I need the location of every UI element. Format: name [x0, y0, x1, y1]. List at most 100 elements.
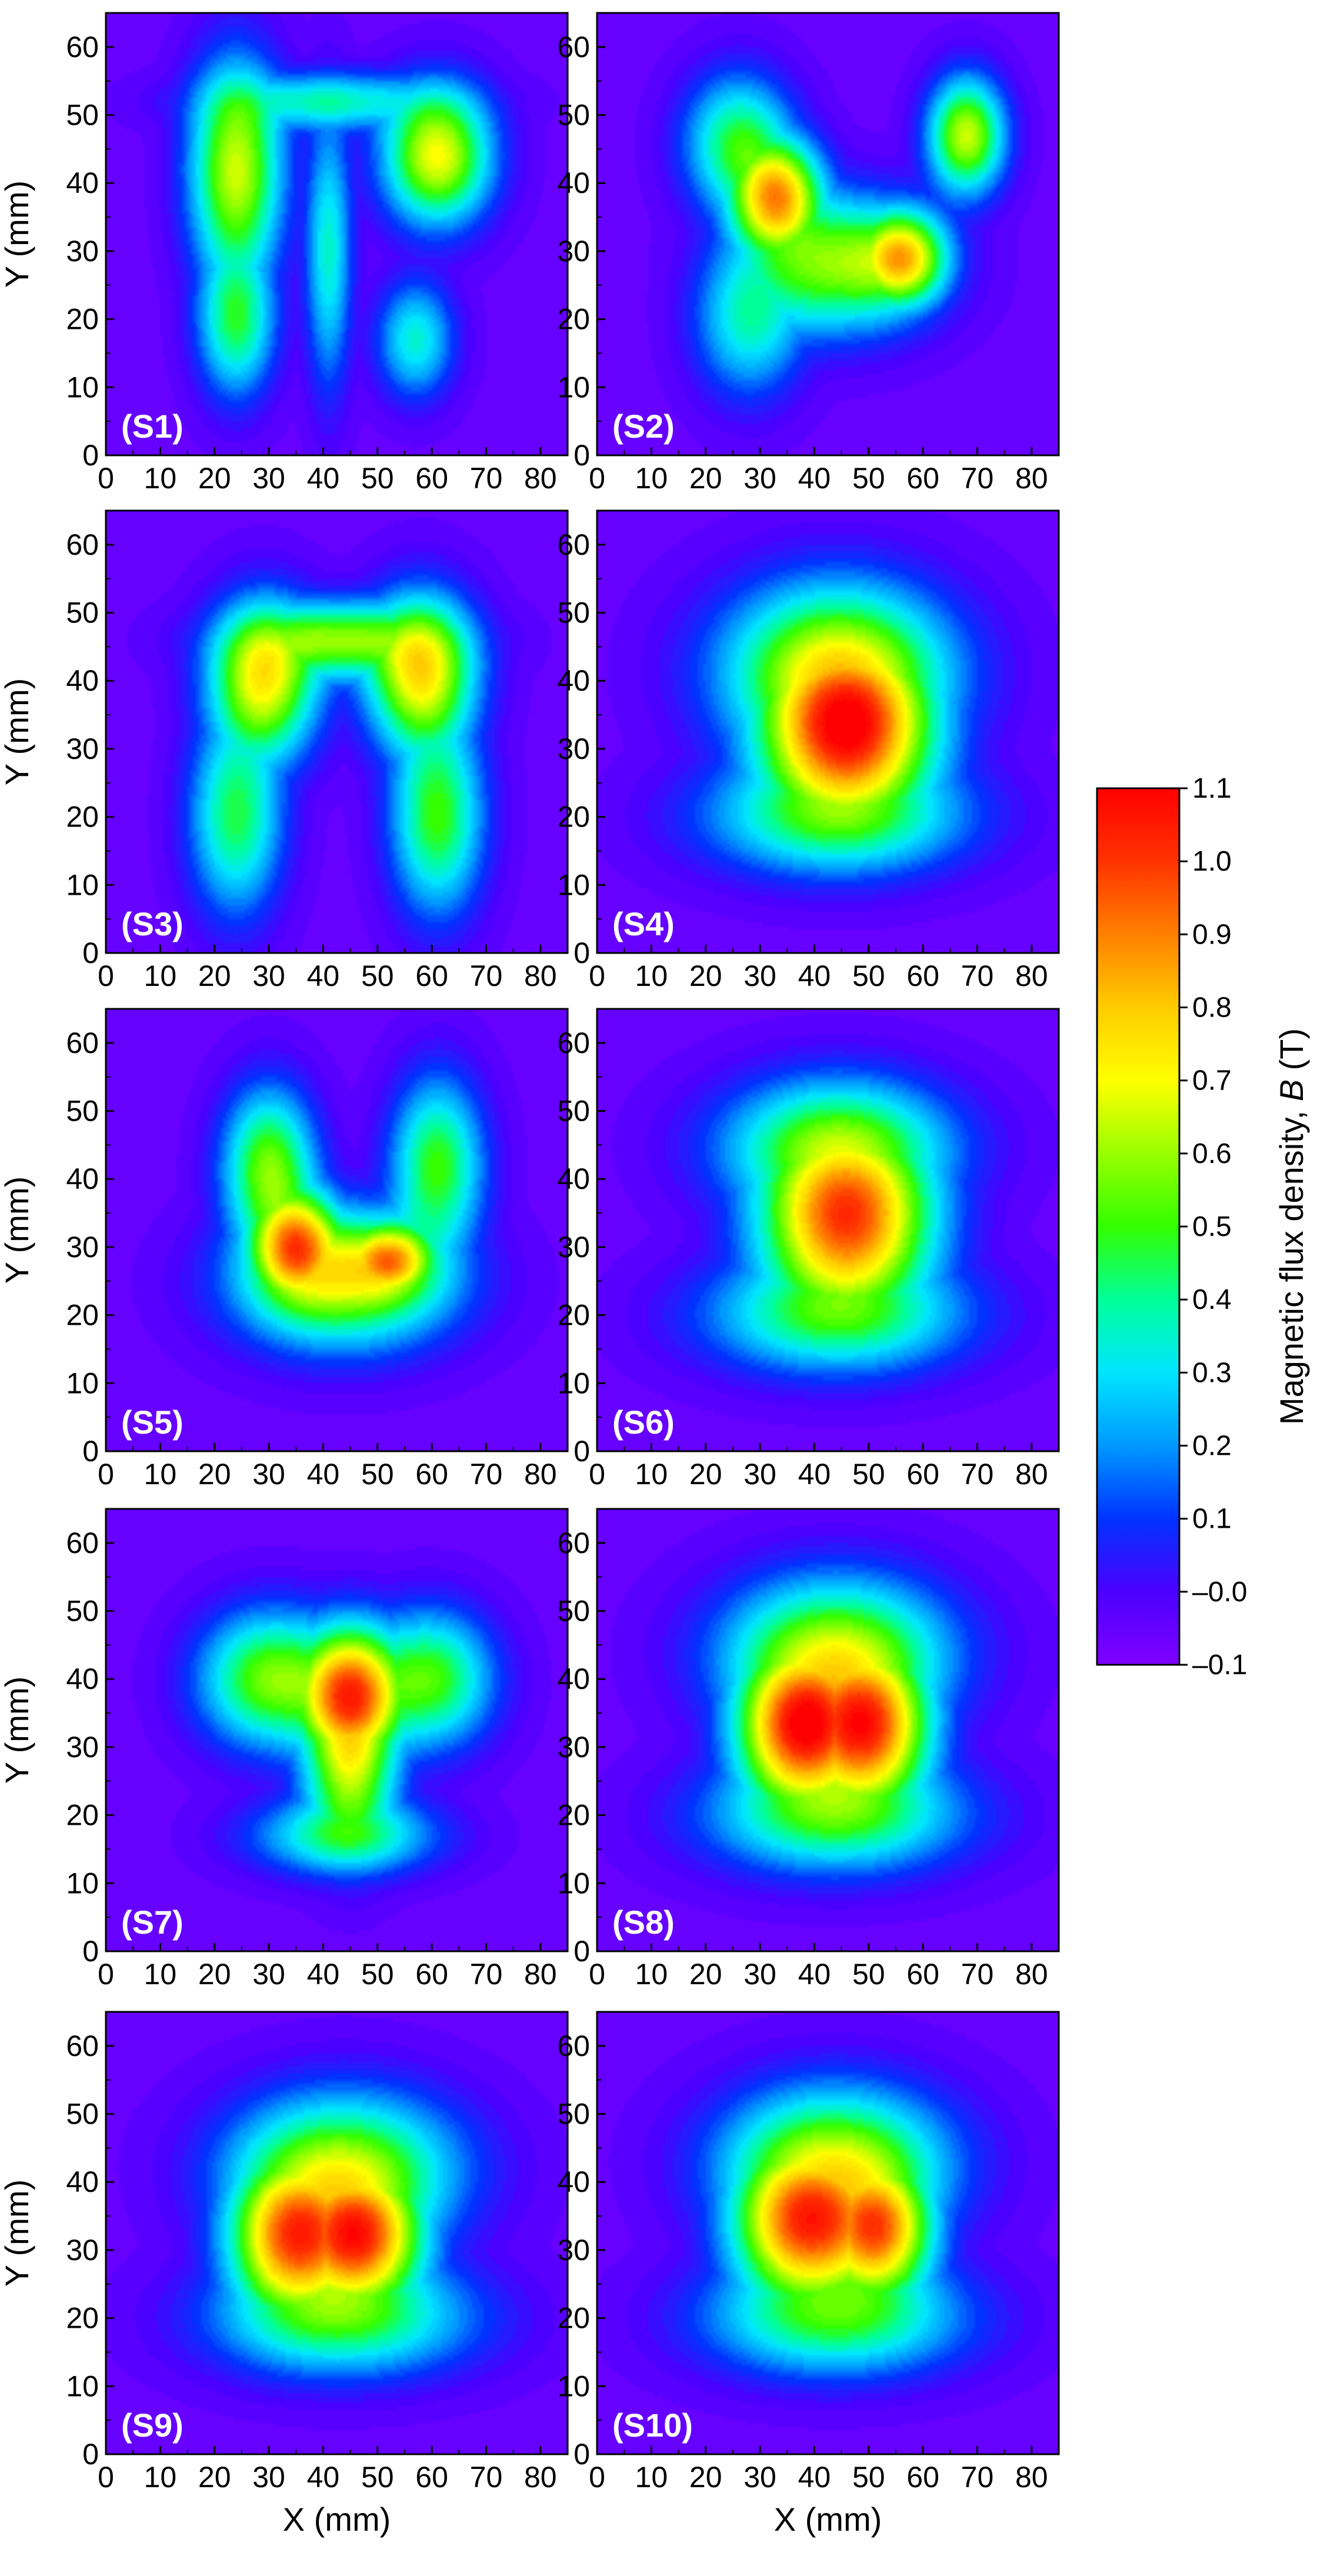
panel-s4: 0 10 20 30 40 50 60 70 80 0 10 20 30 40 50 60 (S4)	[557, 509, 1060, 992]
x-tick-label: 40	[798, 959, 831, 992]
x-tick-label: 10	[144, 1958, 177, 1991]
y-tick-label: 20	[66, 1799, 99, 1832]
y-tick-label: 20	[557, 1299, 590, 1332]
y-tick-label: 60	[66, 528, 99, 561]
y-tick-label: 30	[66, 732, 99, 765]
plot-frame	[105, 12, 569, 456]
x-tick-label: 20	[198, 1458, 231, 1491]
x-tick-label: 50	[852, 462, 885, 495]
x-tick-label: 20	[689, 959, 722, 992]
x-tick-label: 30	[252, 1958, 285, 1991]
panel-label: (S7)	[121, 1904, 184, 1941]
x-tick-label: 10	[635, 462, 668, 495]
x-tick-label: 0	[98, 1458, 114, 1491]
x-axis-label: X (mm)	[774, 2501, 882, 2538]
y-tick-label: 40	[66, 1662, 99, 1695]
y-tick-label: 10	[557, 2370, 590, 2402]
heatmap-image	[597, 511, 1059, 953]
x-tick-label: 20	[689, 1458, 722, 1491]
x-tick-label: 80	[1015, 1958, 1048, 1991]
y-tick-label: 20	[557, 2302, 590, 2335]
y-tick-label: 40	[557, 1162, 590, 1195]
y-tick-label: 20	[66, 801, 99, 834]
y-tick-label: 50	[557, 99, 590, 132]
x-tick-label: 20	[198, 462, 231, 495]
x-tick-label: 20	[198, 959, 231, 992]
y-tick-label: 20	[66, 2302, 99, 2335]
x-tick-label: 50	[361, 462, 394, 495]
y-tick-label: 40	[66, 664, 99, 697]
x-tick-label: 40	[307, 462, 340, 495]
heatmap-image	[106, 1009, 568, 1451]
x-tick-label: 60	[906, 462, 939, 495]
x-tick-label: 80	[1015, 959, 1048, 992]
y-tick-label: 60	[557, 31, 590, 64]
x-tick-label: 0	[589, 959, 605, 992]
x-tick-label: 40	[798, 2461, 831, 2494]
y-tick-label: 0	[574, 2438, 590, 2471]
panel-label: (S9)	[121, 2407, 184, 2444]
y-tick-label: 50	[557, 1095, 590, 1128]
x-tick-label: 10	[635, 2461, 668, 2494]
y-tick-label: 0	[574, 1435, 590, 1468]
colorbar-tick-label: 1.1	[1192, 773, 1232, 804]
x-tick-label: 0	[98, 959, 114, 992]
x-tick-label: 50	[852, 1458, 885, 1491]
x-tick-label: 80	[1015, 2461, 1048, 2494]
colorbar-tick-label: –0.0	[1192, 1577, 1247, 1608]
x-tick-label: 60	[906, 2461, 939, 2494]
x-tick-label: 70	[470, 462, 503, 495]
y-axis-label: Y (mm)	[0, 678, 35, 786]
x-tick-label: 40	[798, 462, 831, 495]
panel-label: (S1)	[121, 408, 184, 445]
x-tick-label: 20	[198, 1958, 231, 1991]
panel-s5: 0 10 20 30 40 50 60 70 80 0 10 20 30 40 50 60 (S5) Y (mm)	[0, 1008, 569, 1491]
x-tick-label: 60	[906, 1458, 939, 1491]
y-tick-label: 60	[66, 31, 99, 64]
panel-label: (S4)	[612, 905, 675, 942]
x-tick-label: 70	[961, 462, 994, 495]
x-tick-label: 0	[589, 1458, 605, 1491]
y-tick-label: 0	[82, 1435, 99, 1468]
x-tick-label: 30	[743, 1958, 776, 1991]
x-tick-label: 60	[415, 2461, 448, 2494]
y-tick-label: 60	[557, 2030, 590, 2062]
colorbar-tick-label: 0.8	[1192, 992, 1232, 1024]
x-tick-label: 70	[961, 2461, 994, 2494]
y-axis-label: Y (mm)	[0, 2180, 35, 2287]
heatmap-image	[106, 2012, 568, 2454]
heatmap-image	[597, 1009, 1059, 1451]
colorbar-tick-label: 0.3	[1192, 1357, 1232, 1388]
y-tick-label: 50	[66, 596, 99, 629]
x-tick-label: 30	[252, 462, 285, 495]
heatmap-image	[597, 13, 1059, 455]
heatmap-image	[597, 1509, 1059, 1951]
x-tick-label: 40	[798, 1458, 831, 1491]
panel-label: (S3)	[121, 905, 184, 942]
y-tick-label: 10	[66, 1867, 99, 1899]
y-tick-label: 50	[66, 1095, 99, 1128]
y-tick-label: 50	[66, 2098, 99, 2131]
x-tick-label: 0	[98, 462, 114, 495]
x-tick-label: 10	[144, 959, 177, 992]
plot-frame	[596, 12, 1060, 456]
y-tick-label: 40	[66, 2165, 99, 2198]
colorbar-tick-label: 1.0	[1192, 846, 1232, 877]
x-tick-label: 30	[252, 1458, 285, 1491]
y-tick-label: 50	[557, 1595, 590, 1628]
x-tick-label: 20	[689, 2461, 722, 2494]
x-tick-label: 30	[252, 2461, 285, 2494]
plot-frame	[105, 509, 569, 954]
y-tick-label: 0	[574, 937, 590, 969]
x-tick-label: 0	[98, 2461, 114, 2494]
x-tick-label: 50	[361, 1958, 394, 1991]
y-tick-label: 40	[66, 166, 99, 199]
y-tick-label: 20	[557, 303, 590, 336]
x-tick-label: 10	[144, 462, 177, 495]
x-tick-label: 70	[470, 1958, 503, 1991]
x-tick-label: 10	[635, 1958, 668, 1991]
x-tick-label: 0	[98, 1958, 114, 1991]
x-tick-label: 80	[524, 2461, 557, 2494]
colorbar-gradient	[1096, 787, 1181, 1666]
